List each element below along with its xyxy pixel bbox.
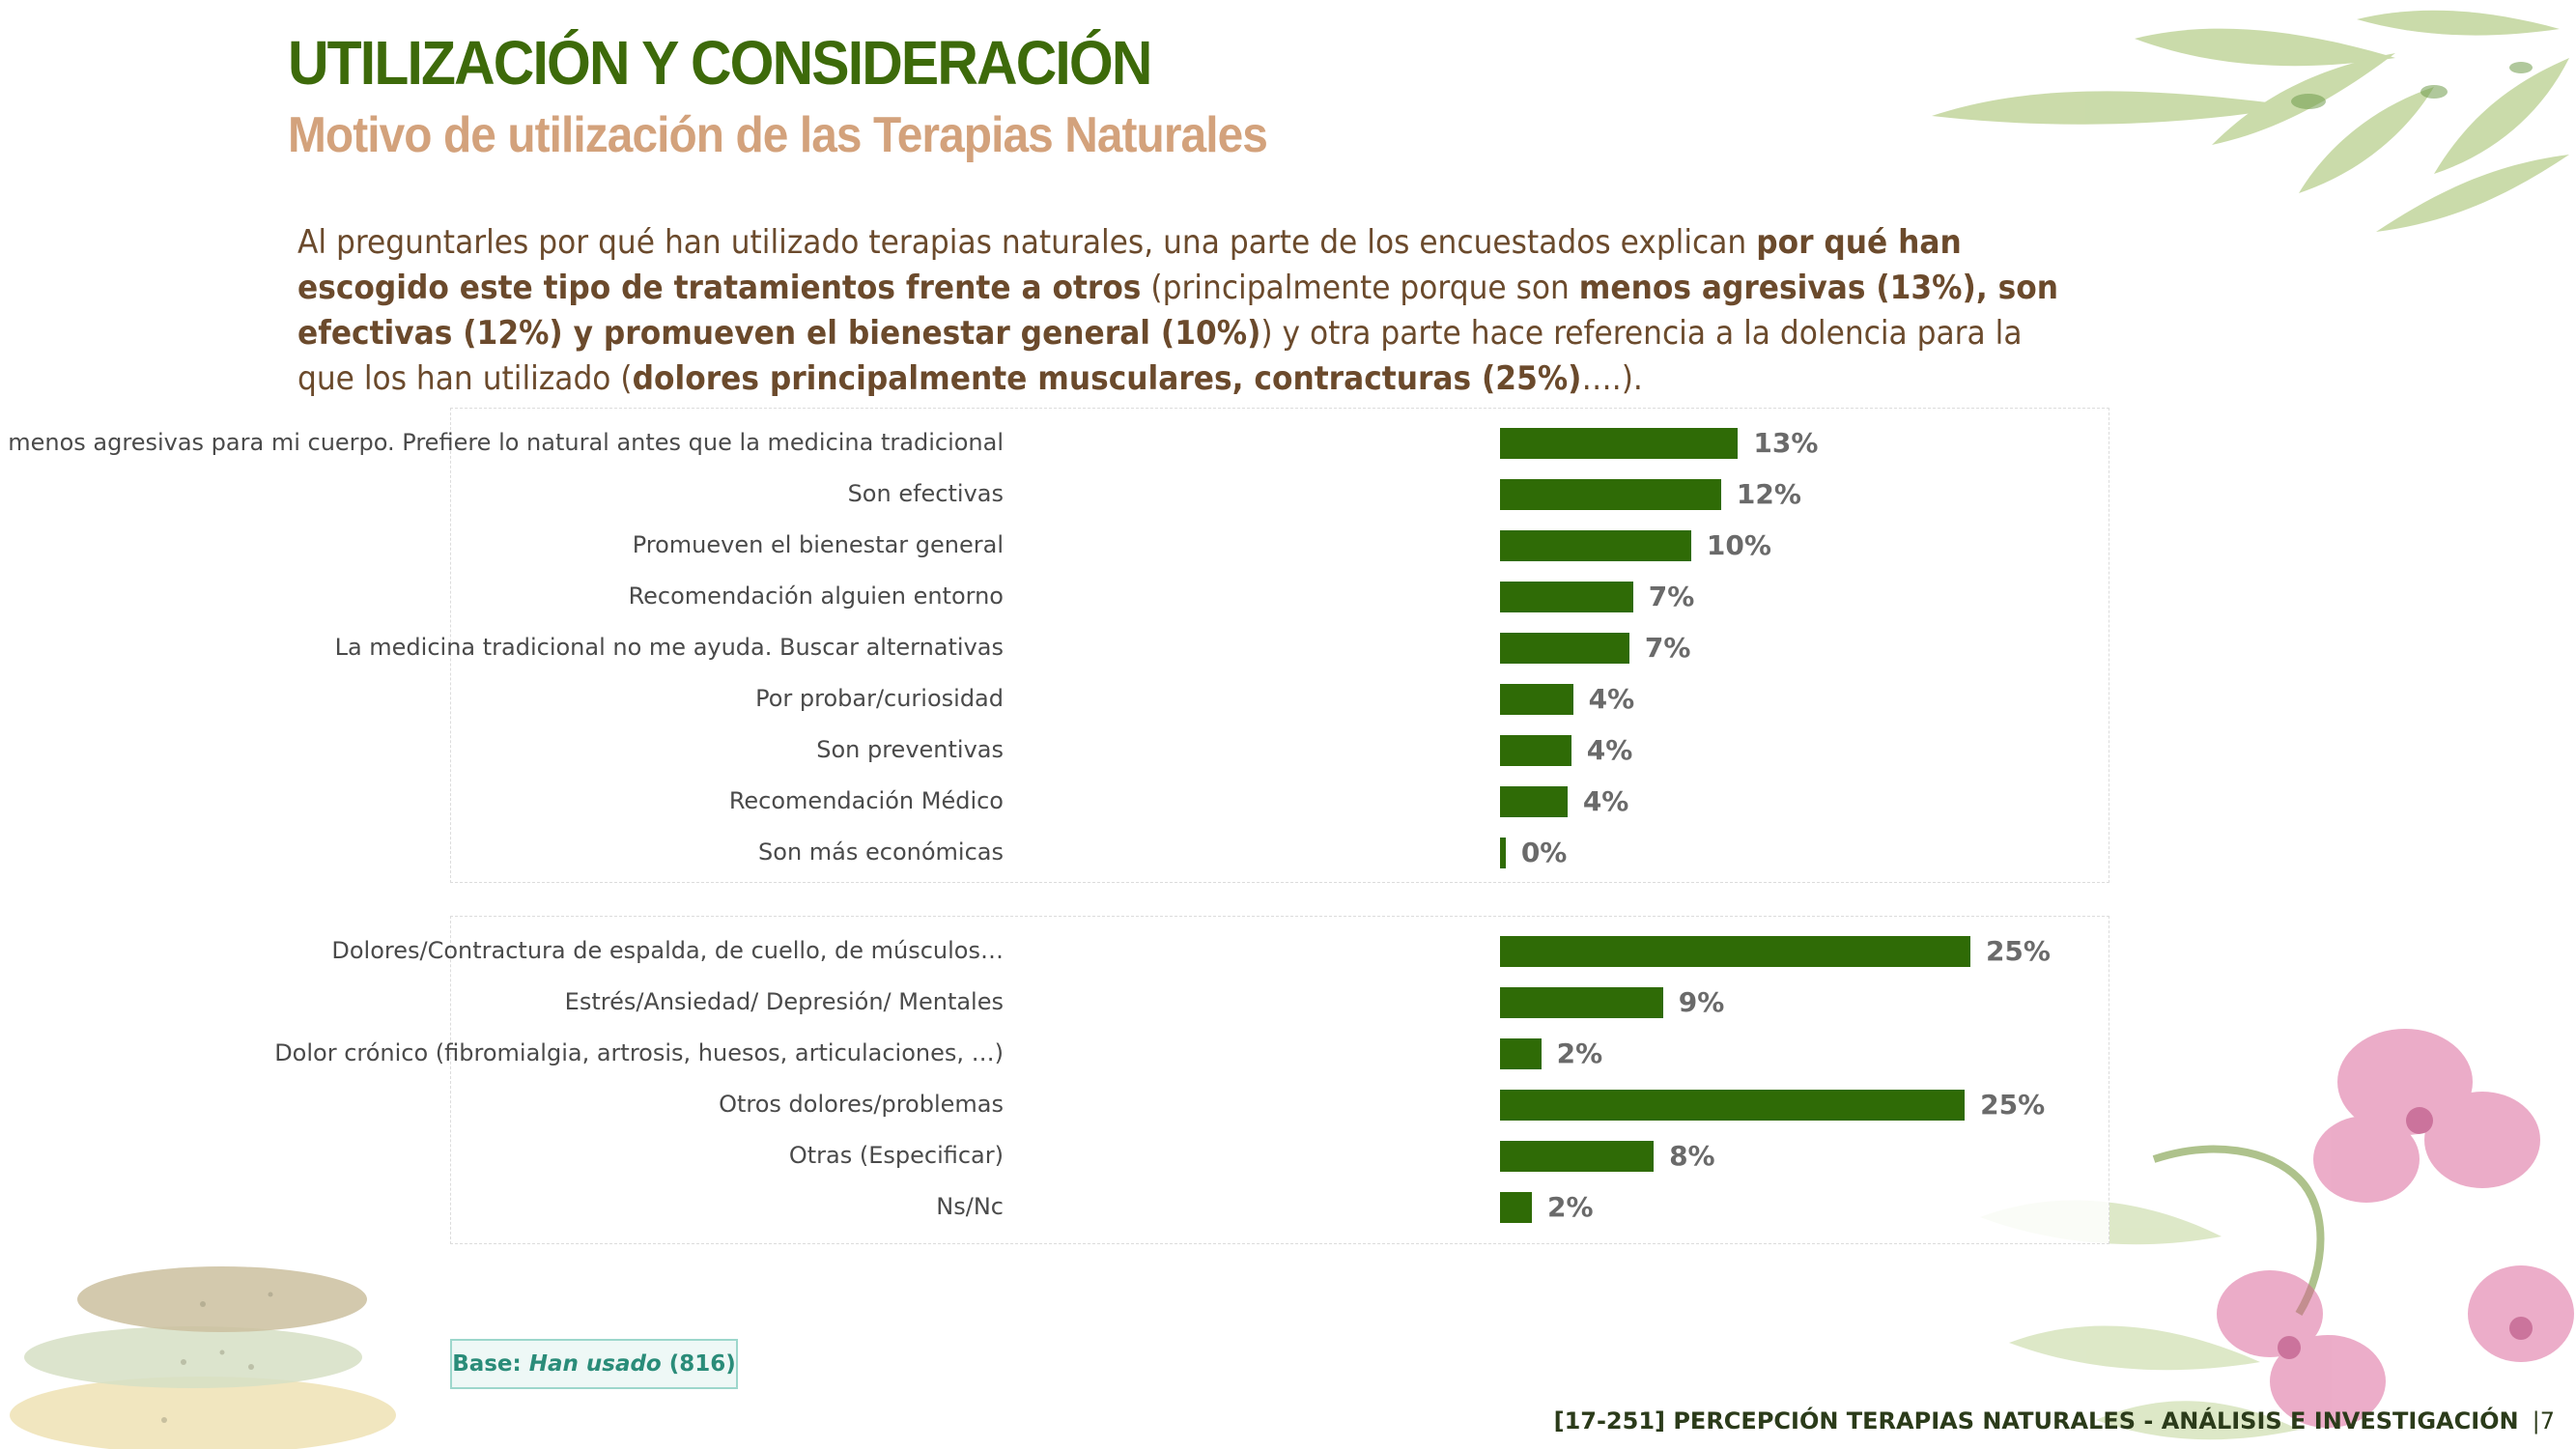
bar-row: Ns/Nc 2% <box>451 1181 2109 1233</box>
bar-row: Dolor crónico (fibromialgia, artrosis, h… <box>274 1028 2109 1079</box>
bar <box>1500 1038 1542 1069</box>
bar-row: Recomendación Médico 4% <box>451 776 2109 827</box>
category-label: Recomendación alguien entorno <box>628 582 1004 610</box>
bar-row: Son efectivas 12% <box>451 469 2109 520</box>
reasons-bar-chart: Son menos agresivas para mi cuerpo. Pref… <box>0 408 2109 883</box>
category-label: Dolores/Contractura de espalda, de cuell… <box>331 937 1004 964</box>
category-label: La medicina tradicional no me ayuda. Bus… <box>334 634 1004 661</box>
bar <box>1500 987 1663 1018</box>
bar-row: Otros dolores/problemas 25% <box>451 1079 2109 1130</box>
footer: [17-251] PERCEPCIÓN TERAPIAS NATURALES -… <box>1554 1407 2555 1435</box>
base-note: Base: Han usado (816) <box>450 1339 738 1389</box>
category-label: Otros dolores/problemas <box>719 1091 1004 1118</box>
intro-paragraph: Al preguntarles por qué han utilizado te… <box>297 220 2075 402</box>
intro-segment-bold: por qué han escogido este tipo de tratam… <box>297 223 1962 307</box>
footer-text: [17-251] PERCEPCIÓN TERAPIAS NATURALES -… <box>1553 1407 2519 1435</box>
intro-segment: ) y otra parte hace referencia a la dole… <box>297 314 2023 398</box>
bar <box>1500 530 1691 561</box>
bar-row: Promueven el bienestar general 10% <box>451 520 2109 571</box>
category-label: Por probar/curiosidad <box>755 685 1004 712</box>
value-label: 0% <box>1520 837 1568 868</box>
bar <box>1500 1141 1655 1172</box>
bar <box>1500 936 1970 967</box>
bar-row: Por probar/curiosidad 4% <box>451 673 2109 724</box>
bar <box>1500 786 1568 817</box>
value-label: 7% <box>1644 632 1691 664</box>
intro-segment-bold: dolores principalmente musculares, contr… <box>632 359 1582 398</box>
page-title: UTILIZACIÓN Y CONSIDERACIÓN <box>288 28 1152 98</box>
base-prefix: Base: <box>452 1351 529 1377</box>
value-label: 13% <box>1753 427 1819 459</box>
base-group: Han usado <box>528 1351 662 1377</box>
intro-segment-bold: menos agresivas (13%), son efectivas (12… <box>297 269 2058 353</box>
intro-segment: ….). <box>1581 359 1643 398</box>
bar <box>1500 633 1629 664</box>
bar <box>1500 1090 1966 1121</box>
bamboo-leaves-decoration <box>1932 10 2569 232</box>
category-label: Son efectivas <box>847 480 1004 507</box>
intro-segment: Al preguntarles por qué han utilizado te… <box>297 223 1757 262</box>
value-label: 7% <box>1648 581 1695 612</box>
bar <box>1500 735 1571 766</box>
category-label: Son más económicas <box>758 838 1004 866</box>
category-label: Otras (Especificar) <box>788 1142 1004 1169</box>
bar-row: Dolores/Contractura de espalda, de cuell… <box>331 925 2109 977</box>
bar-row: Son preventivas 4% <box>451 724 2109 776</box>
value-label: 2% <box>1556 1037 1603 1069</box>
category-label: Estrés/Ansiedad/ Depresión/ Mentales <box>564 988 1004 1015</box>
intro-segment: (principalmente porque son <box>1141 269 1579 307</box>
bar <box>1500 838 1506 868</box>
bar-row: Recomendación alguien entorno 7% <box>451 571 2109 622</box>
bar-row: Son más económicas 0% <box>451 827 2109 878</box>
value-label: 4% <box>1582 785 1629 817</box>
category-label: Ns/Nc <box>936 1193 1004 1220</box>
category-label: Son preventivas <box>816 736 1004 763</box>
bar-row: Son menos agresivas para mi cuerpo. Pref… <box>0 417 2109 469</box>
category-label: Recomendación Médico <box>728 787 1004 814</box>
bar <box>1500 1192 1532 1223</box>
bar-row: Estrés/Ansiedad/ Depresión/ Mentales 9% <box>451 977 2109 1028</box>
bar <box>1500 582 1633 612</box>
value-label: 25% <box>1985 935 2051 967</box>
value-label: 25% <box>1980 1089 2046 1121</box>
value-label: 12% <box>1736 478 1801 510</box>
value-label: 10% <box>1706 529 1771 561</box>
bar <box>1500 479 1721 510</box>
value-label: 9% <box>1678 986 1725 1018</box>
bar-row: Otras (Especificar) 8% <box>451 1130 2109 1181</box>
bar <box>1500 428 1739 459</box>
base-count: (816) <box>661 1351 736 1377</box>
category-label: Dolor crónico (fibromialgia, artrosis, h… <box>274 1039 1004 1066</box>
page-number: |7 <box>2532 1407 2555 1435</box>
value-label: 4% <box>1586 734 1633 766</box>
value-label: 2% <box>1546 1191 1594 1223</box>
bar-row: La medicina tradicional no me ayuda. Bus… <box>335 622 2109 673</box>
bar <box>1500 684 1573 715</box>
stacked-stones-decoration <box>10 1266 396 1449</box>
category-label: Son menos agresivas para mi cuerpo. Pref… <box>0 429 1004 456</box>
page-subtitle: Motivo de utilización de las Terapias Na… <box>288 107 1268 163</box>
value-label: 4% <box>1588 683 1635 715</box>
ailments-bar-chart: Dolores/Contractura de espalda, de cuell… <box>274 916 2109 1244</box>
category-label: Promueven el bienestar general <box>632 531 1004 558</box>
value-label: 8% <box>1669 1140 1715 1172</box>
